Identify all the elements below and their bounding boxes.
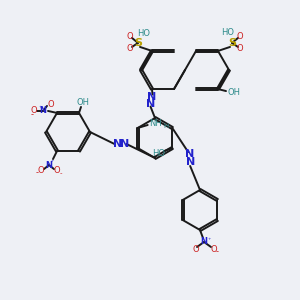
Text: O: O (127, 32, 133, 41)
Text: O: O (211, 244, 217, 253)
Text: N: N (46, 160, 52, 169)
Text: O: O (193, 244, 199, 253)
Text: N: N (146, 98, 155, 109)
Text: N: N (185, 157, 195, 167)
Text: OH: OH (227, 88, 241, 97)
Text: O: O (237, 32, 243, 41)
Text: OH: OH (76, 98, 89, 107)
Text: N: N (147, 92, 156, 101)
Text: O: O (54, 166, 60, 175)
Text: S: S (228, 38, 236, 48)
Text: O: O (237, 44, 243, 53)
Text: N: N (200, 238, 208, 247)
Text: O: O (31, 106, 37, 116)
Text: HO: HO (137, 29, 151, 38)
Text: O: O (48, 100, 54, 109)
Text: +: + (207, 237, 211, 241)
Text: HO: HO (152, 148, 165, 158)
Text: -: - (60, 170, 62, 176)
Text: -: - (215, 248, 218, 256)
Text: N: N (40, 106, 46, 116)
Text: S: S (134, 38, 142, 48)
Text: HO: HO (221, 28, 235, 38)
Text: -: - (31, 110, 34, 119)
Text: +: + (38, 105, 42, 109)
Text: H: H (163, 123, 168, 129)
Text: +: + (50, 159, 54, 163)
Text: N: N (113, 139, 122, 149)
Text: NH: NH (149, 119, 162, 128)
Text: O: O (38, 166, 44, 175)
Text: N: N (120, 139, 129, 149)
Text: -: - (35, 169, 38, 178)
Text: N: N (184, 149, 194, 159)
Text: O: O (127, 44, 133, 53)
